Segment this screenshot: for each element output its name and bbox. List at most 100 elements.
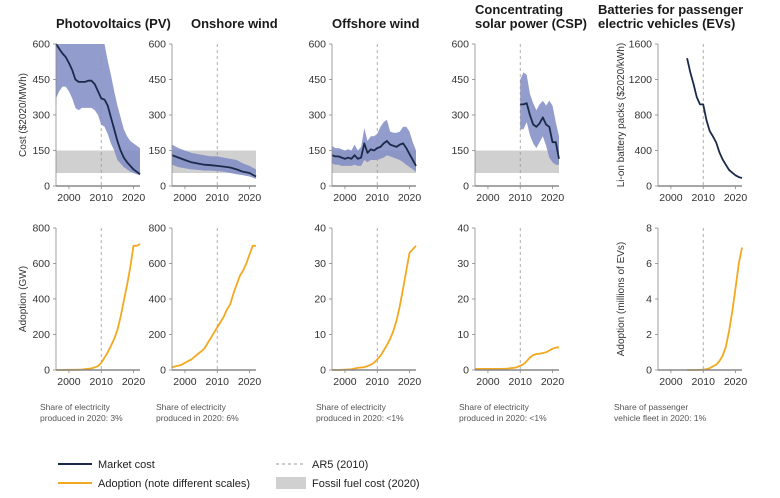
x-tick-label: 2010 bbox=[90, 376, 114, 388]
market-cost-line bbox=[686, 58, 743, 179]
x-tick-label: 2000 bbox=[659, 376, 683, 388]
x-tick-label: 2010 bbox=[692, 376, 716, 388]
y-tick-label: 300 bbox=[451, 110, 469, 122]
legend-fossil-label: Fossil fuel cost (2020) bbox=[312, 478, 420, 490]
adoption-line bbox=[171, 244, 256, 369]
share-note: produced in 2020: <1% bbox=[459, 413, 547, 423]
y-tick-label: 0 bbox=[160, 365, 166, 377]
y-tick-label: 600 bbox=[32, 39, 50, 51]
x-tick-label: 2020 bbox=[238, 192, 262, 204]
panel-title: electric vehicles (EVs) bbox=[598, 16, 735, 31]
y-tick-label: 8 bbox=[646, 223, 652, 235]
market-cost-line bbox=[171, 154, 257, 178]
x-tick-label: 2000 bbox=[333, 192, 357, 204]
y-tick-label: 600 bbox=[308, 39, 326, 51]
share-note: produced in 2020: 6% bbox=[156, 413, 239, 423]
y-tick-label: 600 bbox=[32, 258, 50, 270]
y-tick-label: 150 bbox=[451, 145, 469, 157]
x-tick-label: 2010 bbox=[206, 192, 230, 204]
adoption-line bbox=[475, 346, 560, 370]
x-tick-label: 2010 bbox=[366, 376, 390, 388]
x-tick-label: 2000 bbox=[476, 376, 500, 388]
y-tick-label: 6 bbox=[646, 258, 652, 270]
y-axis-label: Adoption (GW) bbox=[18, 266, 29, 332]
share-note: Share of electricity bbox=[156, 402, 227, 412]
y-axis-label: Adoption (millions of EVs) bbox=[616, 242, 627, 357]
x-tick-label: 2010 bbox=[366, 192, 390, 204]
panel-cost-5: 0 400 800 1200 1600 2000 2010 2020 Li-on battery… bbox=[598, 2, 747, 204]
y-tick-label: 600 bbox=[148, 258, 166, 270]
y-tick-label: 2 bbox=[646, 329, 652, 341]
panel-title: Onshore wind bbox=[191, 16, 278, 31]
panel-title: solar power (CSP) bbox=[475, 16, 587, 31]
y-tick-label: 20 bbox=[314, 294, 326, 306]
cost-range-band bbox=[520, 72, 559, 165]
y-tick-label: 400 bbox=[634, 145, 652, 157]
panel-adoption-5: 0 2 4 6 8 2000 2010 2020 Adoption (millions of E… bbox=[614, 223, 747, 424]
y-tick-label: 200 bbox=[32, 329, 50, 341]
panel-adoption-1: 0 200 400 600 800 2000 2010 2020 Adoption (GW) Sh… bbox=[18, 223, 145, 424]
x-tick-label: 2020 bbox=[541, 376, 565, 388]
market-cost-line bbox=[520, 102, 560, 159]
x-tick-label: 2010 bbox=[509, 376, 533, 388]
x-tick-label: 2000 bbox=[57, 376, 81, 388]
x-tick-label: 2010 bbox=[206, 376, 230, 388]
cost-range-band bbox=[56, 44, 140, 176]
y-tick-label: 1600 bbox=[629, 39, 653, 51]
y-tick-label: 0 bbox=[44, 365, 50, 377]
share-note: Share of electricity bbox=[459, 402, 530, 412]
y-tick-label: 450 bbox=[451, 74, 469, 86]
panel-title: Photovoltaics (PV) bbox=[56, 16, 171, 31]
y-tick-label: 0 bbox=[320, 365, 326, 377]
panel-cost-3: 0 150 300 450 600 2000 2010 2020 Offshore wind bbox=[308, 16, 421, 204]
market-cost-line bbox=[55, 43, 141, 175]
y-tick-label: 0 bbox=[320, 181, 326, 193]
x-tick-label: 2020 bbox=[238, 376, 262, 388]
y-tick-label: 150 bbox=[148, 145, 166, 157]
y-tick-label: 400 bbox=[32, 294, 50, 306]
y-tick-label: 450 bbox=[32, 74, 50, 86]
panel-adoption-2: 0 200 400 600 800 2000 2010 2020 Share of electr… bbox=[148, 223, 261, 424]
y-tick-label: 10 bbox=[314, 329, 326, 341]
x-tick-label: 2000 bbox=[173, 192, 197, 204]
y-tick-label: 450 bbox=[308, 74, 326, 86]
y-tick-label: 800 bbox=[148, 223, 166, 235]
share-note: Share of electricity bbox=[316, 402, 387, 412]
x-tick-label: 2000 bbox=[476, 192, 500, 204]
panel-adoption-4: 0 10 20 30 40 2000 2010 2020 Share of electricit… bbox=[457, 223, 564, 424]
y-tick-label: 600 bbox=[148, 39, 166, 51]
y-tick-label: 300 bbox=[32, 110, 50, 122]
fossil-fuel-band bbox=[475, 150, 559, 173]
adoption-line bbox=[332, 245, 417, 371]
y-tick-label: 20 bbox=[457, 294, 469, 306]
y-tick-label: 150 bbox=[308, 145, 326, 157]
x-tick-label: 2020 bbox=[724, 192, 748, 204]
legend-ar5-label: AR5 (2010) bbox=[312, 459, 368, 471]
x-tick-label: 2010 bbox=[90, 192, 114, 204]
cost-range-band bbox=[332, 119, 416, 172]
y-tick-label: 40 bbox=[457, 223, 469, 235]
x-tick-label: 2020 bbox=[398, 192, 422, 204]
share-note: vehicle fleet in 2020: 1% bbox=[614, 413, 707, 423]
share-note: produced in 2020: 3% bbox=[40, 413, 123, 423]
y-tick-label: 0 bbox=[646, 365, 652, 377]
y-tick-label: 0 bbox=[646, 181, 652, 193]
y-tick-label: 0 bbox=[160, 181, 166, 193]
y-tick-label: 0 bbox=[463, 181, 469, 193]
y-tick-label: 150 bbox=[32, 145, 50, 157]
legend: Market cost Adoption (note different scal… bbox=[58, 459, 420, 490]
panel-title: Offshore wind bbox=[332, 16, 419, 31]
panel-cost-4: 0 150 300 450 600 2000 2010 2020 Concentratingso… bbox=[451, 2, 587, 204]
x-tick-label: 2010 bbox=[692, 192, 716, 204]
x-tick-label: 2020 bbox=[398, 376, 422, 388]
panel-cost-2: 0 150 300 450 600 2000 2010 2020 Onshore wind bbox=[148, 16, 277, 204]
y-tick-label: 800 bbox=[634, 110, 652, 122]
x-tick-label: 2020 bbox=[541, 192, 565, 204]
share-note: Share of passenger bbox=[614, 402, 688, 412]
cost-range-band bbox=[172, 144, 256, 179]
adoption-line bbox=[687, 247, 743, 371]
adoption-line bbox=[56, 243, 141, 371]
y-tick-label: 400 bbox=[148, 294, 166, 306]
x-tick-label: 2000 bbox=[57, 192, 81, 204]
